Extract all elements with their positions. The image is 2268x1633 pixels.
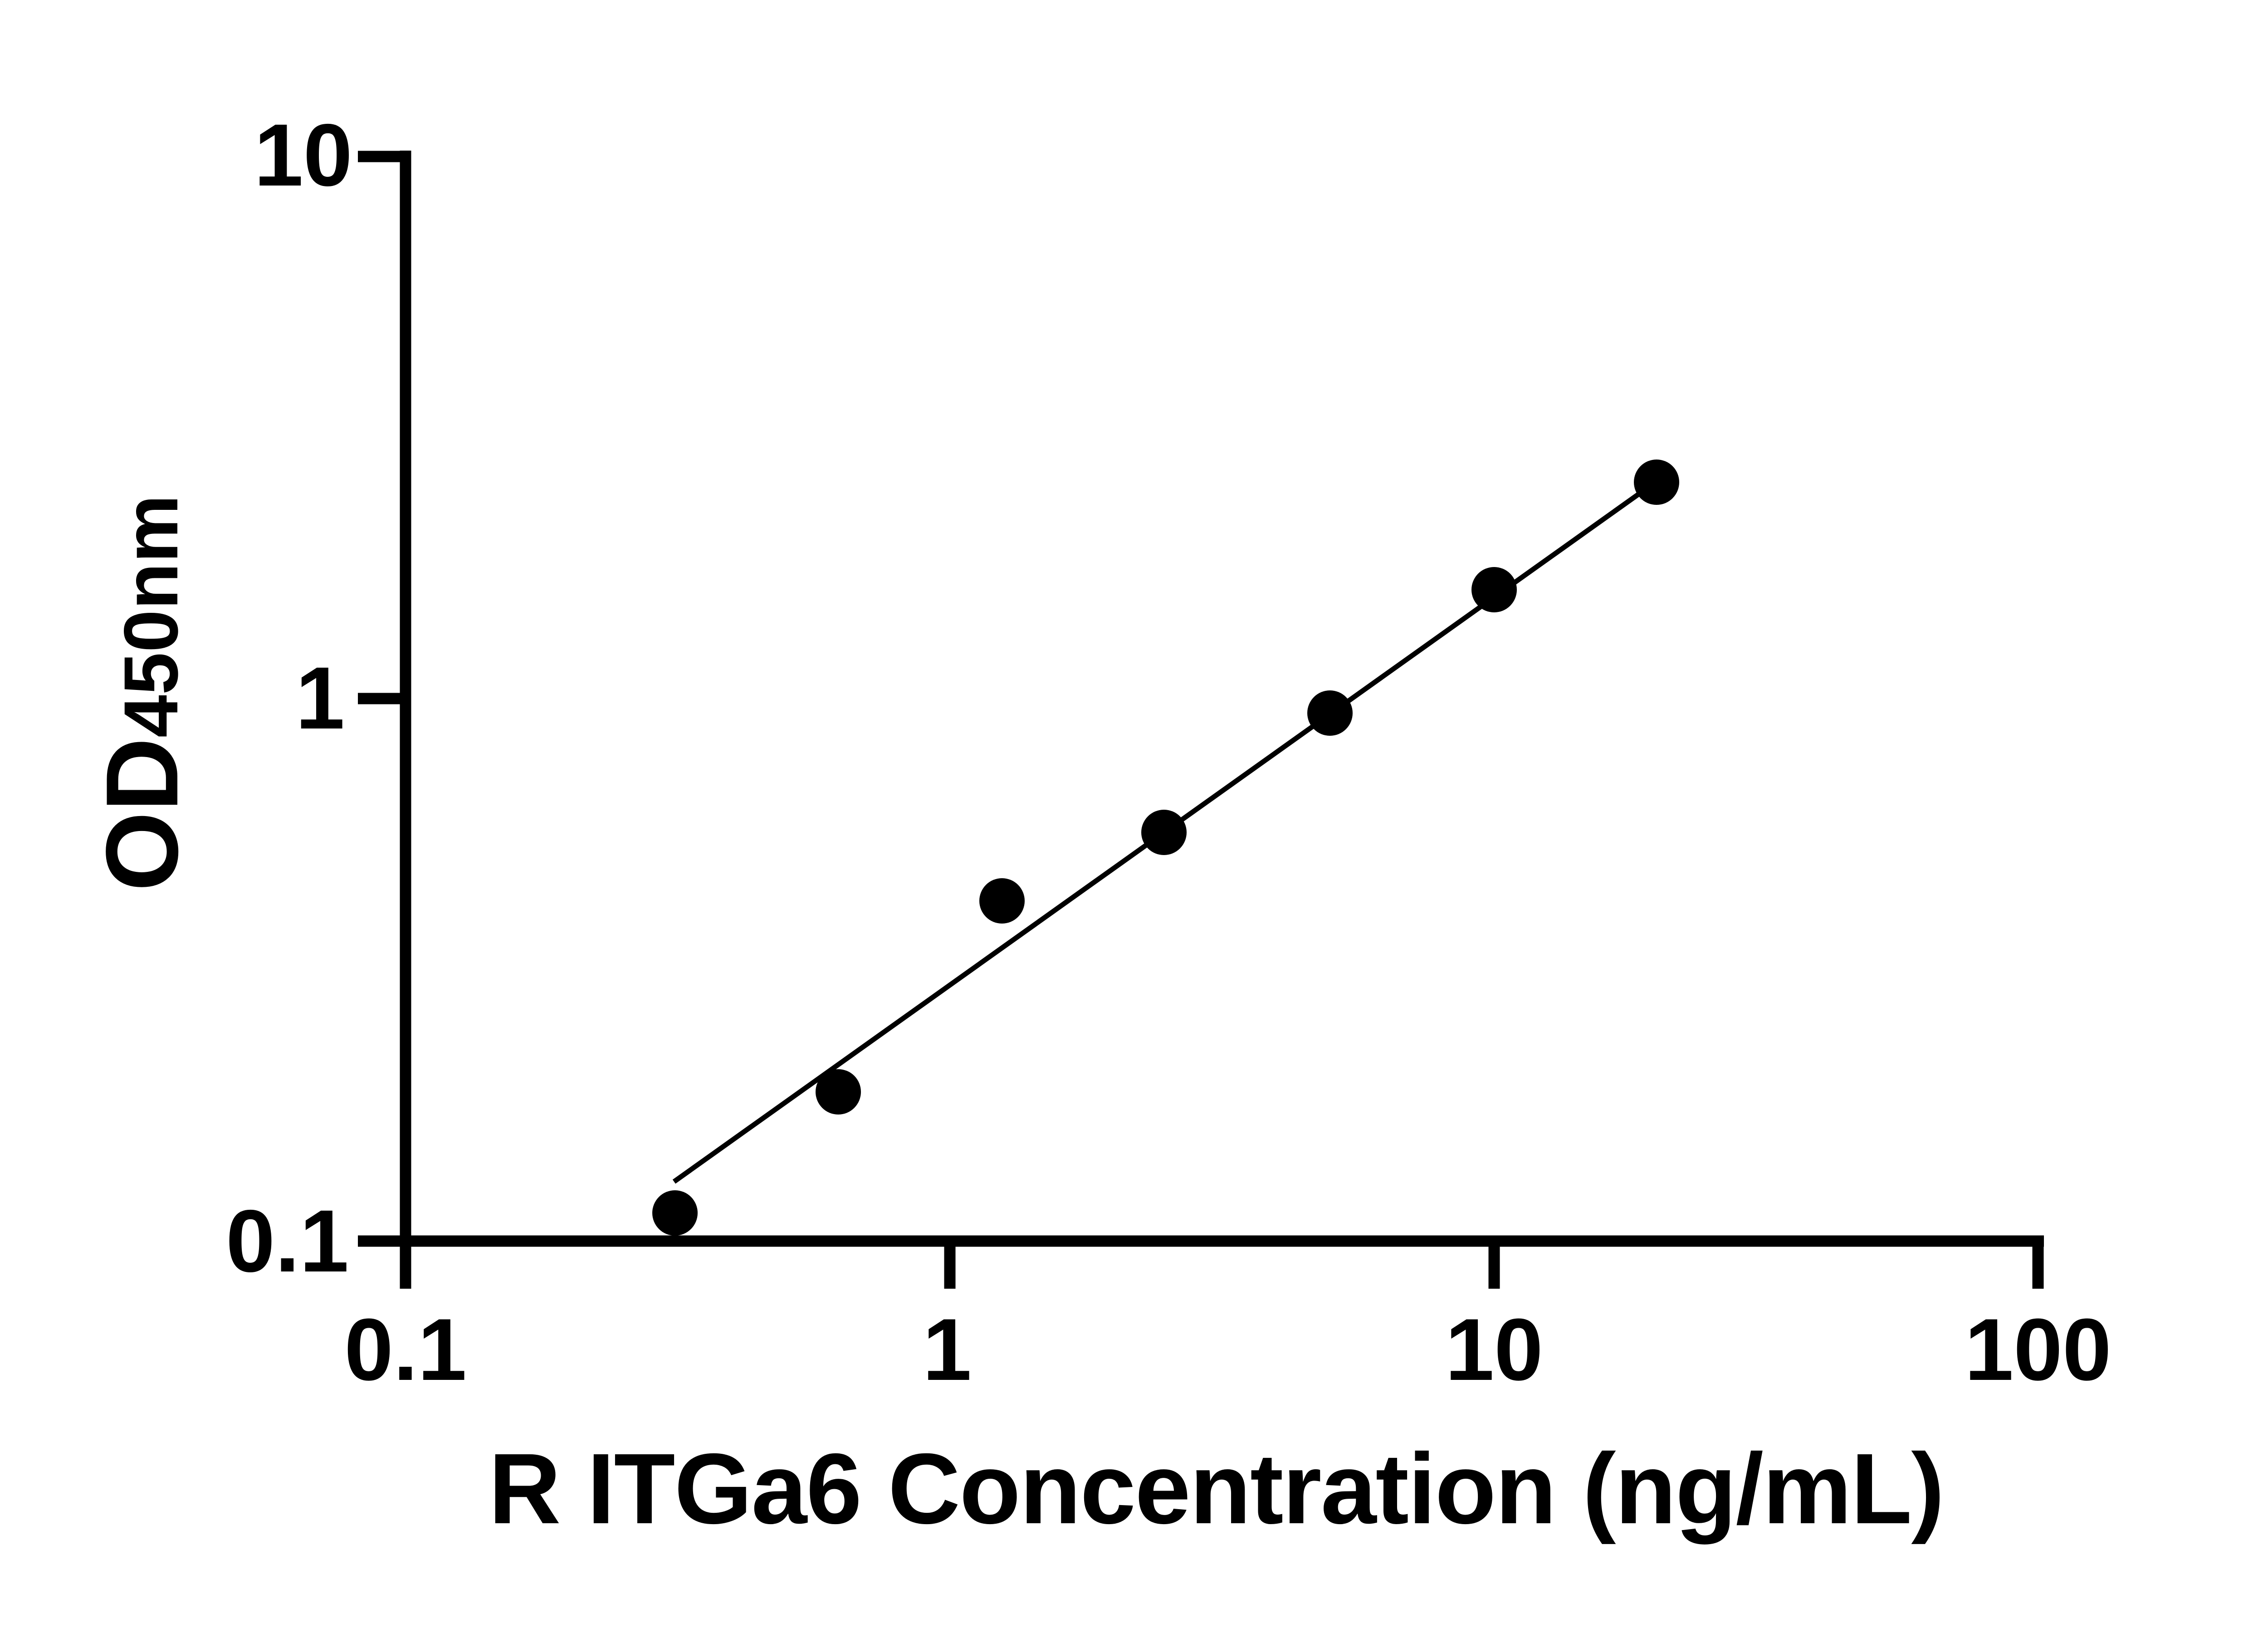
svg-text:0.1: 0.1 <box>226 1192 349 1291</box>
svg-text:R ITGa6 Concentration (ng/mL): R ITGa6 Concentration (ng/mL) <box>489 1433 1944 1545</box>
svg-text:0.1: 0.1 <box>344 1301 467 1399</box>
svg-text:100: 100 <box>1965 1301 2112 1399</box>
svg-text:1: 1 <box>923 1301 972 1399</box>
svg-text:1: 1 <box>296 649 345 748</box>
svg-text:10: 10 <box>1445 1301 1543 1399</box>
svg-text:10: 10 <box>254 106 352 205</box>
